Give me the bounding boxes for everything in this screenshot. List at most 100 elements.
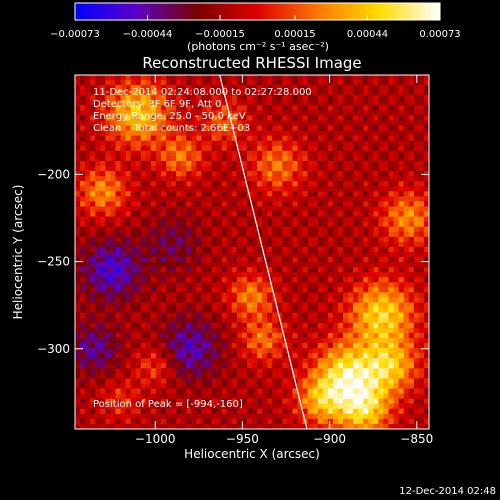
- heatmap-cell: [211, 130, 217, 137]
- heatmap-cell: [398, 348, 405, 354]
- heatmap-cell: [312, 246, 319, 253]
- heatmap-cell: [383, 80, 389, 86]
- heatmap-cell: [312, 135, 319, 142]
- heatmap-cell: [393, 150, 400, 157]
- heatmap-cell: [221, 252, 228, 258]
- heatmap-cell: [358, 150, 364, 157]
- heatmap-cell: [191, 130, 197, 137]
- heatmap-cell: [292, 241, 298, 248]
- heatmap-cell: [267, 95, 273, 101]
- heatmap-cell: [317, 272, 324, 278]
- heatmap-cell: [418, 423, 425, 429]
- heatmap-cell: [221, 272, 228, 278]
- heatmap-cell: [90, 135, 96, 142]
- heatmap-cell: [181, 287, 187, 293]
- heatmap-cell: [393, 115, 400, 121]
- heatmap-cell: [418, 378, 425, 384]
- heatmap-cell: [241, 398, 248, 405]
- heatmap-cell: [277, 176, 283, 182]
- heatmap-cell: [393, 343, 400, 349]
- footer-timestamp: 12-Dec-2014 02:48: [399, 486, 496, 497]
- heatmap-cell: [246, 145, 253, 152]
- heatmap-cell: [297, 75, 303, 81]
- heatmap-cell: [383, 262, 389, 268]
- heatmap-cell: [343, 348, 349, 354]
- heatmap-cell: [110, 90, 116, 96]
- heatmap-cell: [423, 373, 429, 379]
- heatmap-cell: [130, 155, 137, 162]
- heatmap-cell: [413, 307, 420, 314]
- heatmap-cell: [135, 150, 142, 157]
- heatmap-cell: [191, 358, 197, 364]
- heatmap-cell: [418, 277, 425, 283]
- heatmap-cell: [120, 186, 126, 192]
- heatmap-cell: [388, 150, 394, 157]
- heatmap-cell: [292, 322, 298, 329]
- heatmap-cell: [267, 150, 273, 157]
- heatmap-cell: [100, 130, 106, 137]
- heatmap-cell: [181, 110, 187, 116]
- heatmap-cell: [322, 176, 329, 182]
- heatmap-cell: [191, 388, 197, 394]
- heatmap-cell: [236, 292, 243, 298]
- heatmap-cell: [343, 292, 349, 298]
- heatmap-cell: [257, 160, 263, 167]
- heatmap-cell: [181, 226, 187, 233]
- heatmap-cell: [90, 292, 96, 298]
- heatmap-cell: [186, 327, 192, 334]
- heatmap-cell: [332, 408, 339, 415]
- heatmap-cell: [201, 140, 207, 147]
- heatmap-cell: [145, 317, 152, 324]
- heatmap-cell: [368, 257, 374, 263]
- heatmap-cell: [115, 287, 121, 293]
- heatmap-cell: [140, 257, 147, 263]
- heatmap-cell: [257, 257, 263, 263]
- heatmap-cell: [130, 277, 137, 283]
- heatmap-cell: [423, 393, 429, 400]
- heatmap-cell: [181, 186, 187, 192]
- heatmap-cell: [272, 120, 278, 126]
- heatmap-cell: [373, 388, 379, 394]
- heatmap-cell: [130, 145, 137, 152]
- heatmap-cell: [353, 166, 359, 172]
- heatmap-cell: [353, 186, 359, 192]
- heatmap-cell: [297, 135, 303, 142]
- heatmap-cell: [413, 226, 420, 233]
- heatmap-cell: [388, 140, 394, 147]
- heatmap-cell: [191, 393, 197, 400]
- heatmap-cell: [408, 393, 415, 400]
- heatmap-cell: [322, 236, 329, 243]
- heatmap-cell: [262, 408, 268, 415]
- heatmap-cell: [297, 166, 303, 172]
- heatmap-cell: [292, 160, 298, 167]
- heatmap-cell: [267, 196, 273, 202]
- heatmap-cell: [191, 115, 197, 121]
- heatmap-cell: [317, 211, 324, 217]
- heatmap-cell: [211, 105, 217, 111]
- heatmap-cell: [277, 272, 283, 278]
- heatmap-cell: [80, 368, 86, 374]
- heatmap-cell: [231, 105, 238, 111]
- heatmap-cell: [282, 75, 288, 81]
- heatmap-cell: [110, 378, 116, 384]
- heatmap-cell: [206, 378, 212, 384]
- heatmap-cell: [125, 75, 132, 81]
- heatmap-cell: [115, 373, 121, 379]
- heatmap-cell: [85, 160, 91, 167]
- heatmap-cell: [373, 297, 379, 303]
- heatmap-cell: [191, 322, 197, 329]
- heatmap-cell: [287, 252, 293, 258]
- heatmap-cell: [363, 211, 369, 217]
- heatmap-cell: [150, 246, 157, 253]
- heatmap-cell: [105, 292, 111, 298]
- heatmap-cell: [135, 160, 142, 167]
- heatmap-cell: [413, 353, 420, 359]
- heatmap-cell: [287, 262, 293, 268]
- heatmap-cell: [337, 120, 344, 126]
- heatmap-cell: [191, 262, 197, 268]
- heatmap-cell: [282, 140, 288, 147]
- heatmap-cell: [353, 262, 359, 268]
- heatmap-cell: [150, 403, 157, 410]
- annotation-energy-range: Energy Range: 25.0 - 50.0 keV: [93, 111, 246, 122]
- heatmap-cell: [75, 373, 81, 379]
